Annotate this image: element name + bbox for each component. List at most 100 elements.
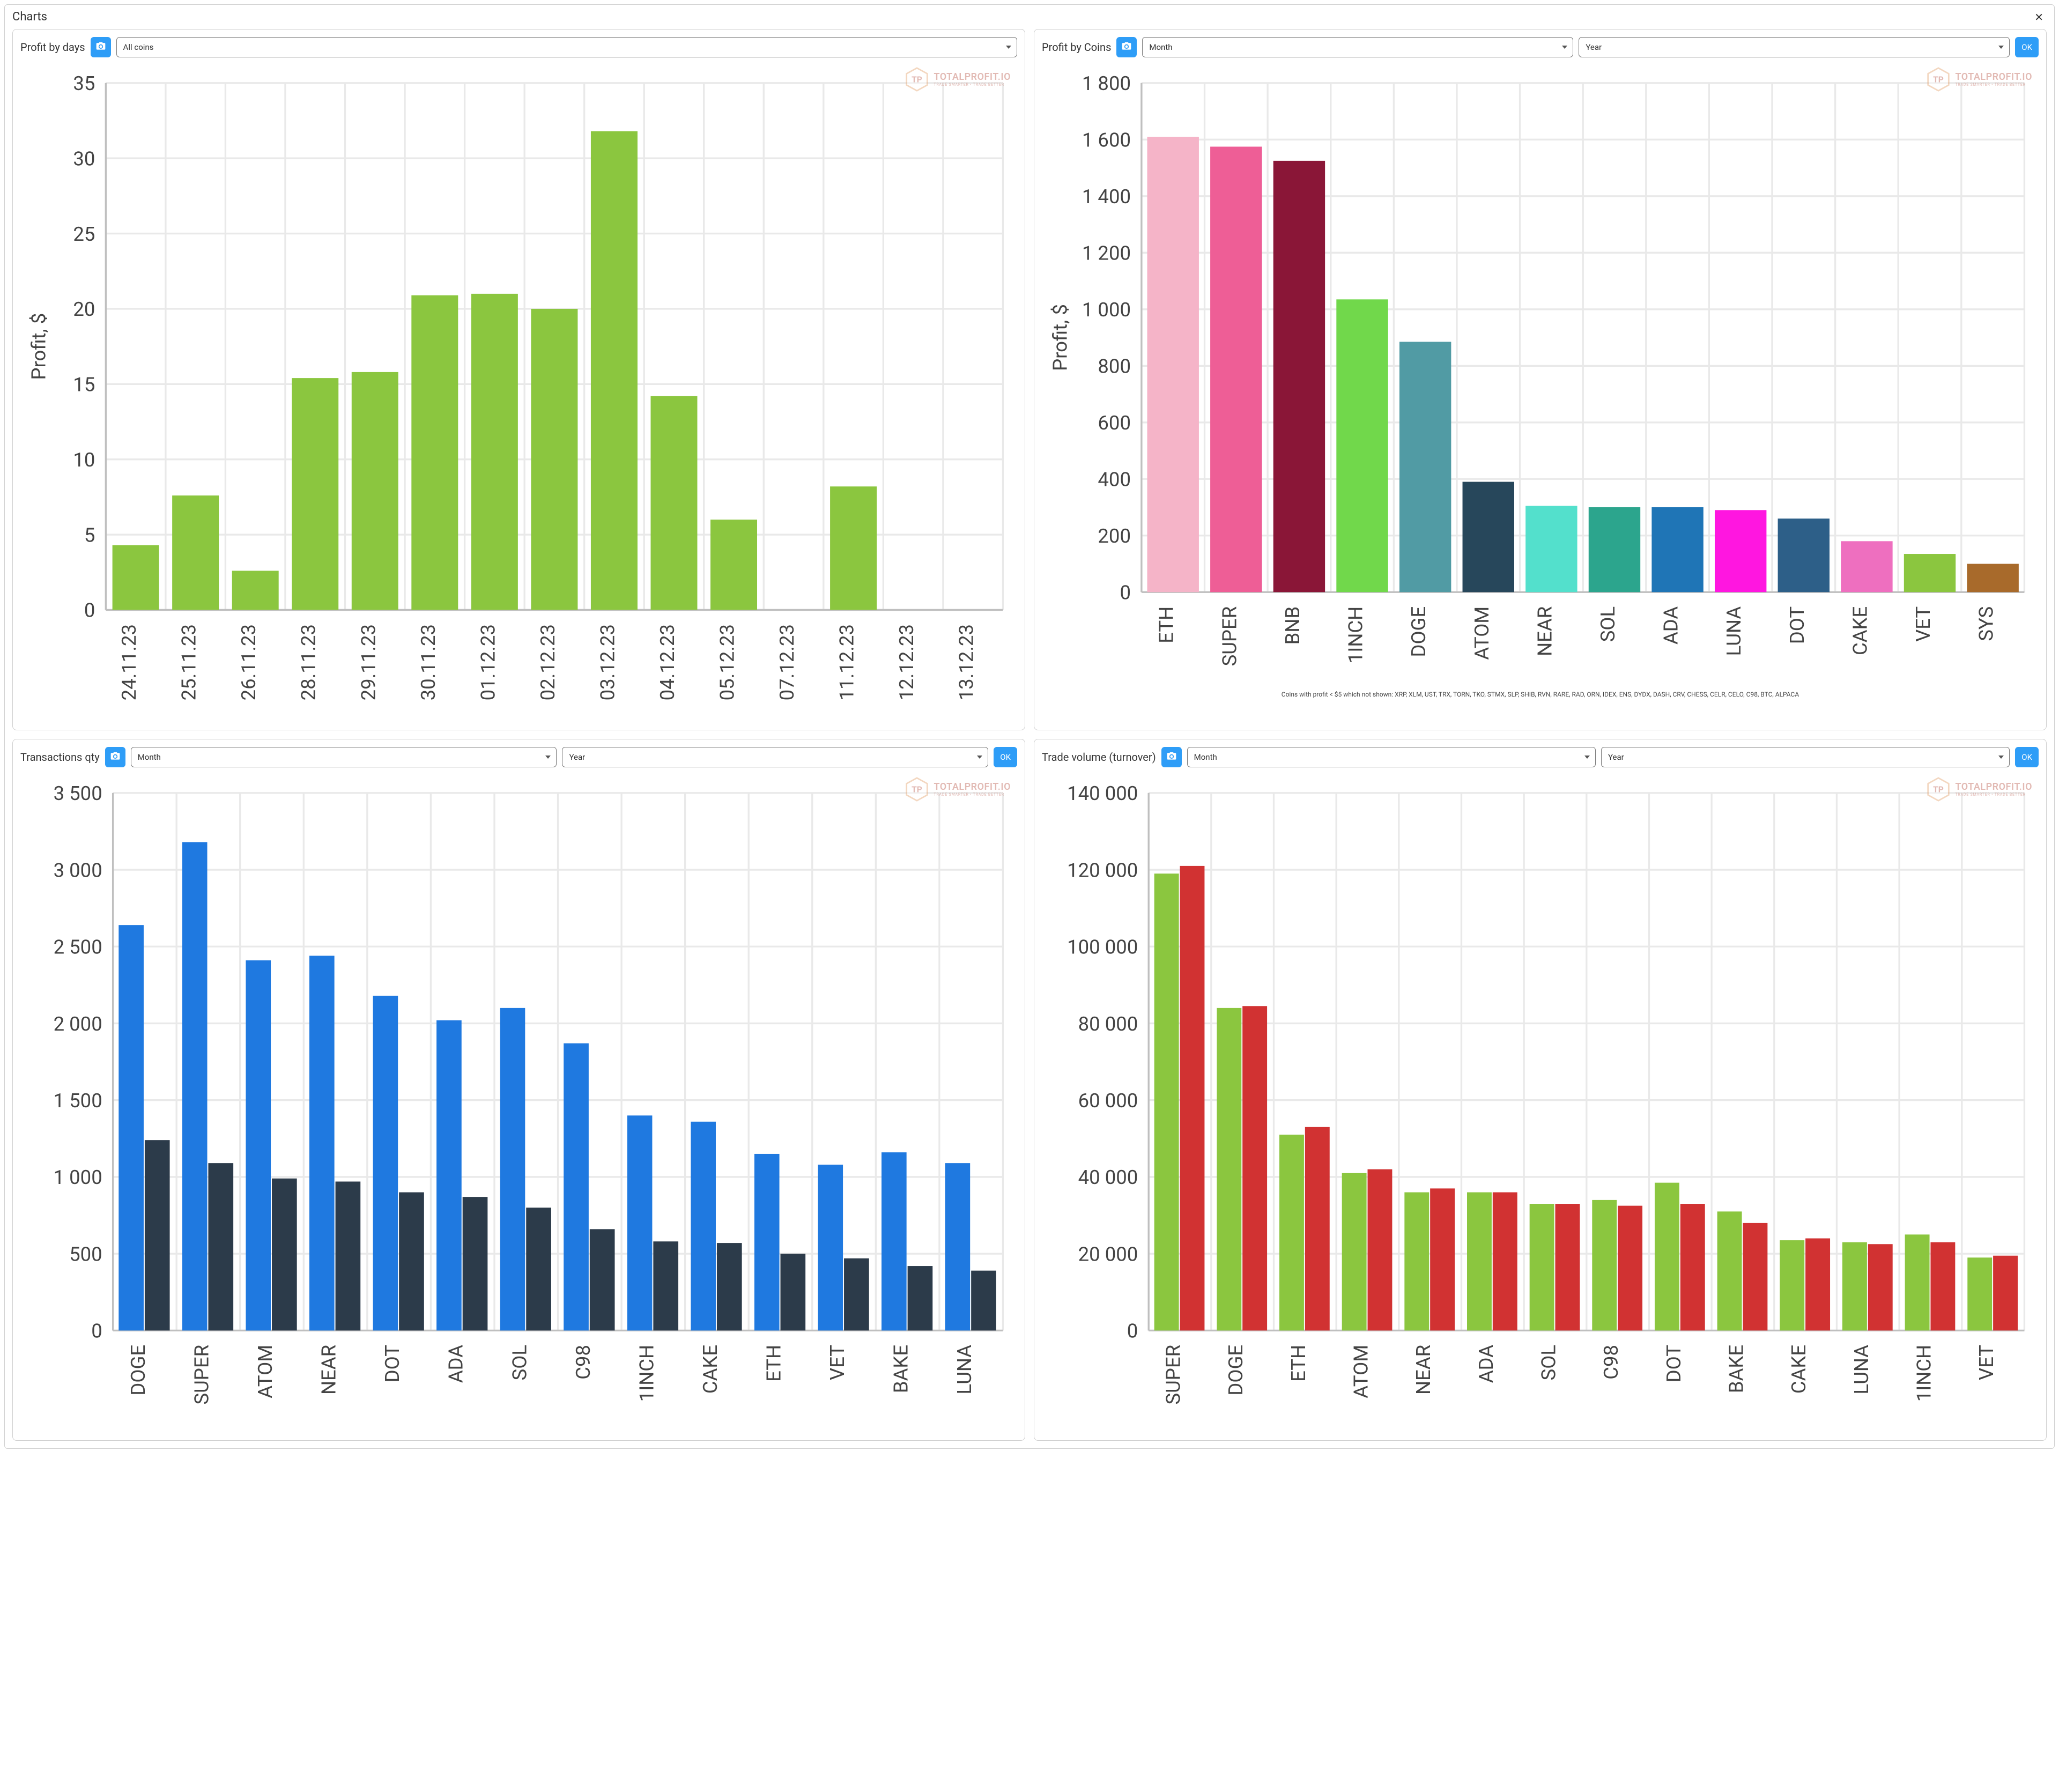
- svg-text:NEAR: NEAR: [1533, 606, 1556, 656]
- svg-text:20: 20: [73, 298, 95, 321]
- card-transactions: Transactions qty Month Year OK: [12, 739, 1025, 1440]
- card-title-profit-coins: Profit by Coins: [1042, 41, 1111, 54]
- svg-text:1 600: 1 600: [1082, 129, 1131, 152]
- svg-text:2 000: 2 000: [54, 1012, 102, 1035]
- camera-icon: [110, 751, 121, 764]
- svg-text:CAKE: CAKE: [699, 1345, 722, 1394]
- chart-transactions: TP TOTALPROFIT.IO TRADE SMARTER • TRADE …: [20, 772, 1017, 1432]
- camera-icon: [1166, 751, 1177, 764]
- svg-text:03.12.23: 03.12.23: [596, 624, 619, 700]
- svg-text:Profit, $: Profit, $: [27, 313, 50, 380]
- svg-text:ADA: ADA: [1660, 606, 1683, 645]
- svg-text:20 000: 20 000: [1078, 1243, 1138, 1266]
- svg-text:VET: VET: [1912, 606, 1935, 642]
- svg-text:26.11.23: 26.11.23: [237, 624, 260, 700]
- svg-text:60 000: 60 000: [1078, 1089, 1138, 1112]
- svg-text:11.12.23: 11.12.23: [835, 624, 858, 700]
- svg-text:LUNA: LUNA: [1850, 1345, 1873, 1395]
- svg-text:80 000: 80 000: [1078, 1012, 1138, 1035]
- svg-text:12.12.23: 12.12.23: [895, 624, 918, 700]
- svg-text:5: 5: [84, 523, 95, 546]
- year-select-label: Year: [569, 752, 585, 762]
- controls-volume: Month Year OK: [1161, 747, 2039, 767]
- svg-text:VET: VET: [1975, 1345, 1998, 1380]
- svg-text:BAKE: BAKE: [890, 1345, 913, 1393]
- svg-text:1INCH: 1INCH: [635, 1345, 658, 1402]
- card-title-volume: Trade volume (turnover): [1042, 751, 1156, 764]
- chart-svg-transactions: 05001 0001 5002 0002 5003 0003 500DOGESU…: [20, 772, 1017, 1430]
- month-select[interactable]: Month: [1142, 37, 1573, 57]
- svg-text:1INCH: 1INCH: [1344, 606, 1367, 663]
- svg-text:1INCH: 1INCH: [1912, 1345, 1935, 1402]
- svg-text:SYS: SYS: [1975, 606, 1998, 641]
- svg-text:2 500: 2 500: [54, 936, 102, 959]
- screenshot-button[interactable]: [1161, 747, 1182, 767]
- camera-icon: [95, 41, 106, 54]
- svg-text:01.12.23: 01.12.23: [476, 624, 499, 700]
- svg-text:500: 500: [69, 1243, 102, 1266]
- camera-icon: [1121, 41, 1132, 54]
- svg-text:3 500: 3 500: [54, 782, 102, 805]
- month-select[interactable]: Month: [131, 747, 557, 767]
- svg-text:1 400: 1 400: [1082, 185, 1131, 208]
- year-select[interactable]: Year: [1579, 37, 2010, 57]
- screenshot-button[interactable]: [1116, 37, 1137, 57]
- svg-text:25.11.23: 25.11.23: [177, 624, 201, 700]
- svg-text:13.12.23: 13.12.23: [955, 624, 978, 700]
- month-select-label: Month: [1194, 752, 1217, 762]
- ok-button[interactable]: OK: [994, 747, 1017, 767]
- month-select-label: Month: [138, 752, 161, 762]
- svg-text:140 000: 140 000: [1067, 782, 1138, 805]
- panel-header: Charts ✕: [12, 10, 2047, 24]
- svg-text:DOGE: DOGE: [127, 1345, 150, 1396]
- year-select[interactable]: Year: [562, 747, 988, 767]
- svg-text:28.11.23: 28.11.23: [297, 624, 320, 700]
- screenshot-button[interactable]: [91, 37, 111, 57]
- coin-select[interactable]: All coins: [116, 37, 1017, 57]
- card-title-transactions: Transactions qty: [20, 751, 100, 764]
- card-header-volume: Trade volume (turnover) Month Year OK: [1042, 747, 2039, 767]
- close-icon[interactable]: ✕: [2031, 11, 2047, 24]
- svg-text:CAKE: CAKE: [1848, 606, 1871, 655]
- svg-text:SUPER: SUPER: [190, 1345, 213, 1405]
- chart-profit-coins: TP TOTALPROFIT.IO TRADE SMARTER • TRADE …: [1042, 62, 2039, 687]
- svg-text:ATOM: ATOM: [254, 1345, 277, 1398]
- year-select[interactable]: Year: [1601, 747, 2010, 767]
- year-select-label: Year: [1608, 752, 1624, 762]
- controls-profit-coins: Month Year OK: [1116, 37, 2039, 57]
- svg-text:1 000: 1 000: [54, 1166, 102, 1189]
- svg-text:ATOM: ATOM: [1470, 606, 1493, 660]
- svg-text:3 000: 3 000: [54, 859, 102, 882]
- panel-title: Charts: [12, 10, 47, 24]
- charts-panel: Charts ✕ Profit by days All coins: [4, 4, 2055, 1449]
- svg-text:0: 0: [1120, 581, 1131, 604]
- svg-text:DOGE: DOGE: [1407, 606, 1430, 657]
- svg-text:C98: C98: [572, 1345, 595, 1380]
- charts-grid: Profit by days All coins TP: [12, 29, 2047, 1441]
- svg-text:ETH: ETH: [1287, 1345, 1310, 1382]
- svg-text:ADA: ADA: [1475, 1345, 1498, 1383]
- svg-text:29.11.23: 29.11.23: [357, 624, 380, 700]
- card-volume: Trade volume (turnover) Month Year OK: [1034, 739, 2047, 1440]
- svg-text:0: 0: [91, 1320, 102, 1343]
- svg-text:ETH: ETH: [762, 1345, 785, 1382]
- svg-text:200: 200: [1098, 524, 1131, 547]
- svg-text:DOT: DOT: [1662, 1345, 1685, 1382]
- svg-text:SOL: SOL: [1596, 606, 1619, 642]
- svg-text:04.12.23: 04.12.23: [656, 624, 679, 700]
- svg-text:120 000: 120 000: [1067, 859, 1138, 882]
- screenshot-button[interactable]: [105, 747, 125, 767]
- month-select[interactable]: Month: [1187, 747, 1596, 767]
- svg-text:30.11.23: 30.11.23: [417, 624, 440, 700]
- svg-text:SUPER: SUPER: [1218, 606, 1241, 667]
- svg-text:LUNA: LUNA: [953, 1345, 976, 1395]
- controls-transactions: Month Year OK: [105, 747, 1017, 767]
- card-header-profit-days: Profit by days All coins: [20, 37, 1017, 57]
- svg-text:30: 30: [73, 147, 95, 170]
- ok-button[interactable]: OK: [2015, 37, 2039, 57]
- card-profit-coins: Profit by Coins Month Year OK: [1034, 29, 2047, 730]
- svg-text:600: 600: [1098, 411, 1131, 434]
- svg-text:DOT: DOT: [1786, 606, 1809, 644]
- svg-text:DOGE: DOGE: [1224, 1345, 1247, 1396]
- ok-button[interactable]: OK: [2015, 747, 2039, 767]
